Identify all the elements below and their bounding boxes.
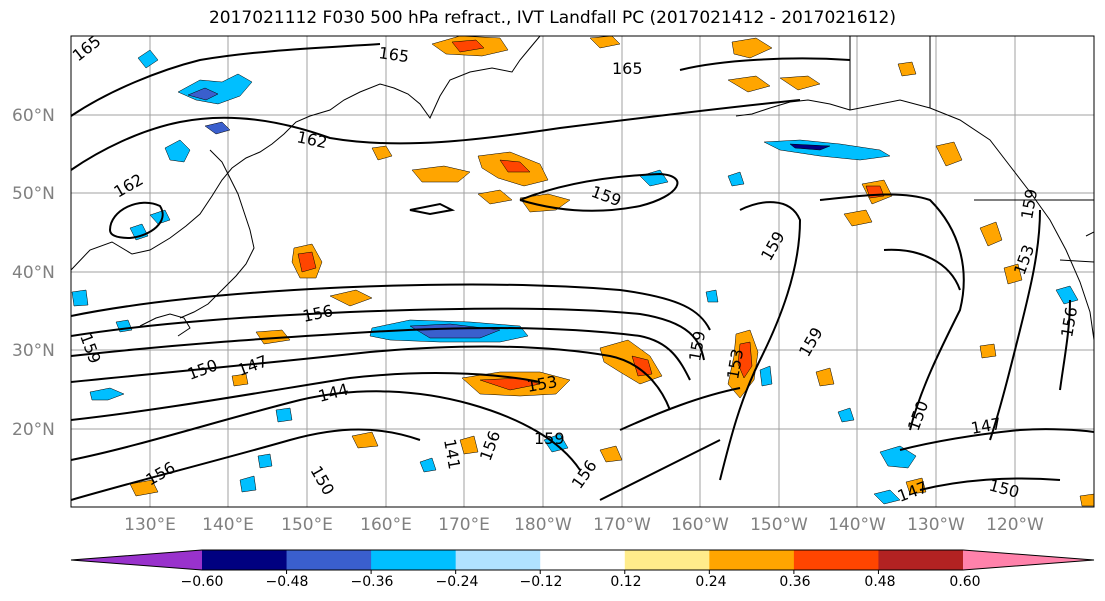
colorbar-tick-label: −0.48 [266, 574, 309, 590]
lon-tick-label: 170°E [438, 515, 490, 535]
map-frame [70, 35, 1095, 508]
colorbar-tick-label: 0.48 [864, 574, 895, 590]
colorbar-outline [70, 549, 1095, 571]
colorbar-tick-label: −0.36 [351, 574, 394, 590]
lat-tick-label: 20°N [12, 420, 55, 440]
colorbar-tick-label: −0.60 [181, 574, 224, 590]
lon-tick-label: 130°E [124, 515, 176, 535]
map-title: 2017021112 F030 500 hPa refract., IVT La… [208, 8, 896, 28]
map-layers: 165 165 165 162 162 159 159 159 159 159 … [71, 36, 1094, 507]
colorbar-swatch [286, 550, 372, 570]
lon-tick-label: 140°W [828, 515, 886, 535]
colorbar-swatch [624, 550, 710, 570]
lon-tick-label: 120°W [986, 515, 1044, 535]
contour-label: 165 [377, 43, 410, 66]
colorbar-swatch [878, 550, 964, 570]
lon-tick-label: 160°E [360, 515, 412, 535]
colorbar-swatch [709, 550, 795, 570]
colorbar-tick-label: −0.12 [520, 574, 563, 590]
contour-labels: 165 165 165 162 162 159 159 159 159 159 … [71, 36, 1081, 506]
lat-axis: 60°N 50°N 40°N 30°N 20°N [12, 106, 55, 440]
colorbar-swatch [793, 550, 879, 570]
lat-tick-label: 60°N [12, 106, 55, 126]
lon-tick-label: 140°E [202, 515, 254, 535]
colorbar-swatch [202, 550, 288, 570]
lon-tick-label: 170°W [593, 515, 651, 535]
coastlines [71, 36, 1094, 341]
colorbar-extend-low [71, 550, 202, 570]
colorbar-tick-labels: −0.60 −0.48 −0.36 −0.24 −0.12 0.12 0.24 … [181, 574, 981, 590]
lat-tick-label: 30°N [12, 341, 55, 361]
lon-axis: 130°E 140°E 150°E 160°E 170°E 180°W 170°… [124, 515, 1044, 535]
colorbar-tick-label: −0.24 [436, 574, 479, 590]
height-contours [71, 43, 1094, 501]
lon-tick-label: 150°E [281, 515, 333, 535]
colorbar-swatch [540, 550, 626, 570]
colorbar-tick-label: 0.24 [695, 574, 726, 590]
lat-tick-label: 50°N [12, 184, 55, 204]
colorbar [70, 549, 1095, 574]
lon-tick-label: 180°W [514, 515, 572, 535]
lat-tick-label: 40°N [12, 263, 55, 283]
gridlines [71, 36, 1094, 507]
colorbar-extend-high [963, 550, 1094, 570]
colorbar-tick-label: 0.60 [949, 574, 980, 590]
lon-tick-label: 130°W [907, 515, 965, 535]
colorbar-tick-label: 0.12 [610, 574, 641, 590]
contour-label: 165 [612, 59, 643, 78]
colorbar-swatch [371, 550, 457, 570]
lon-tick-label: 160°W [671, 515, 729, 535]
colorbar-tick-label: 0.36 [779, 574, 810, 590]
lon-tick-label: 150°W [750, 515, 808, 535]
contour-label: 159 [534, 429, 565, 448]
colorbar-swatch [455, 550, 541, 570]
